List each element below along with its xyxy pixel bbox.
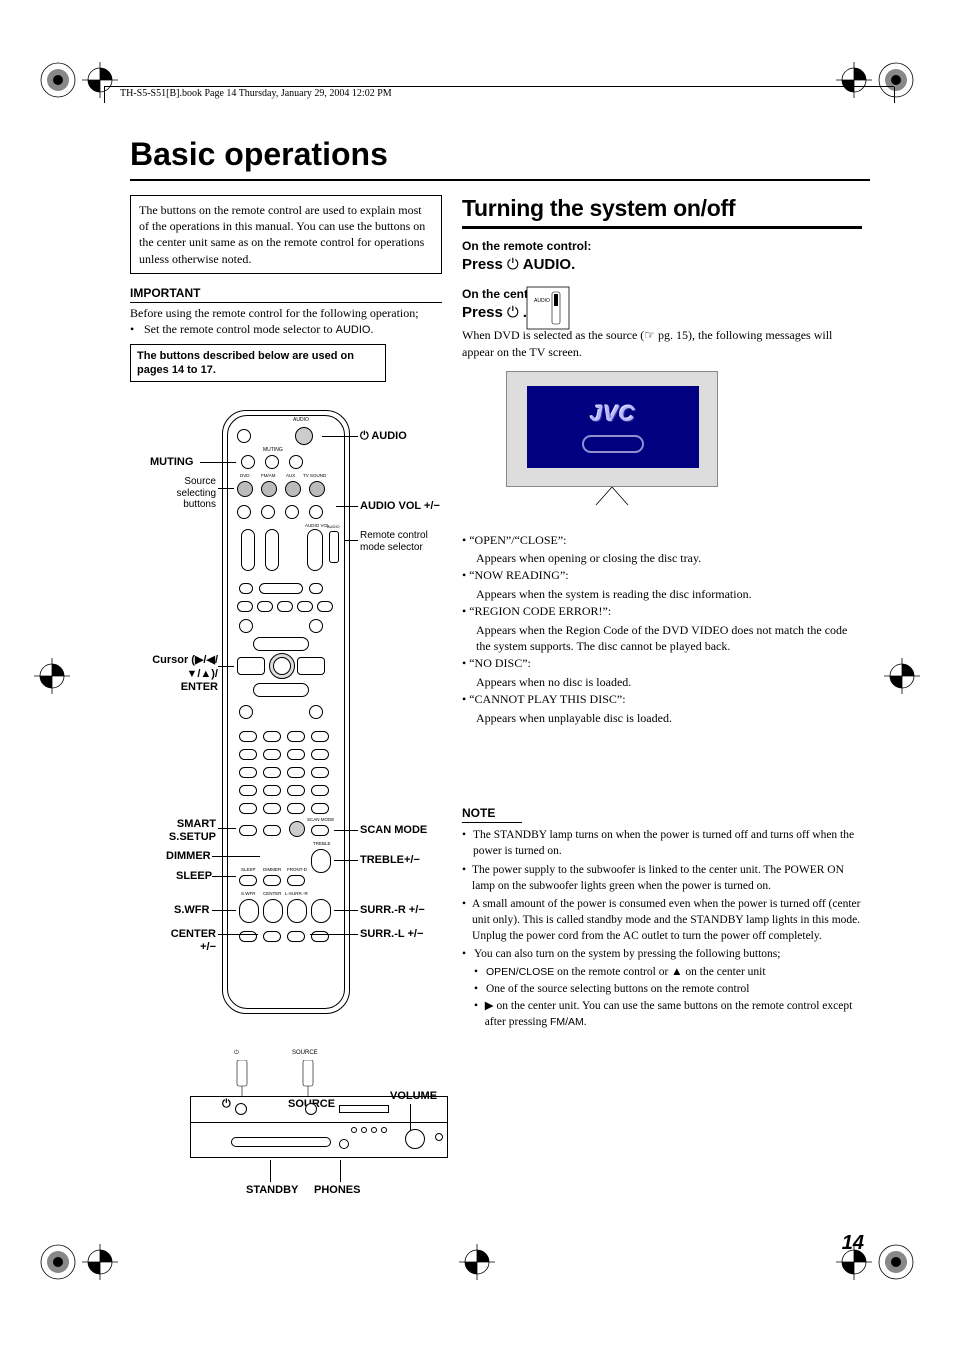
- label-unit-standby: STANDBY: [246, 1184, 298, 1197]
- mode-selector-icon: AUDIO: [526, 286, 570, 330]
- crosshair-bl: [80, 1242, 120, 1282]
- dvd-text: When DVD is selected as the source (☞ pg…: [462, 327, 862, 361]
- important-bullet: • Set the remote control mode selector t…: [130, 321, 442, 338]
- press-power: Press ⏻ .: [462, 304, 862, 321]
- label-swfr: S.WFR: [174, 904, 209, 917]
- message-list: • “OPEN”/“CLOSE”: Appears when opening o…: [462, 532, 862, 727]
- jvc-logo: JVC: [590, 401, 636, 427]
- important-line1: Before using the remote control for the …: [130, 305, 442, 321]
- page-title: Basic operations: [130, 136, 870, 181]
- center-unit-diagram: ⏻ SOURCE ⏻ SOURCE VOLUME: [130, 1060, 442, 1240]
- label-power-audio: ⏻ AUDIO: [360, 430, 407, 443]
- svg-text:AUDIO: AUDIO: [534, 298, 550, 304]
- important-box: The buttons described below are used on …: [130, 344, 386, 383]
- note-heading: NOTE: [462, 806, 522, 823]
- on-remote-label: On the remote control:: [462, 239, 862, 253]
- label-sleep: SLEEP: [176, 870, 212, 883]
- label-audio-vol: AUDIO VOL +/−: [360, 500, 440, 513]
- remote-diagram: AUDIO MUTING DVD FM/AM AUX TV SOUND: [130, 410, 442, 1050]
- note-list: •The STANDBY lamp turns on when the powe…: [462, 827, 862, 1030]
- important-heading: IMPORTANT: [130, 286, 442, 303]
- label-muting: MUTING: [150, 456, 193, 469]
- crosshair-left: [32, 656, 72, 696]
- center-unit-body: [190, 1096, 448, 1158]
- remote-body: AUDIO MUTING DVD FM/AM AUX TV SOUND: [222, 410, 350, 1014]
- label-smart: SMART S.SETUP: [158, 818, 216, 843]
- section-title: Turning the system on/off: [462, 195, 862, 229]
- power-icon-2: ⏻: [507, 304, 519, 321]
- page-number: 14: [842, 1232, 864, 1255]
- crosshair-bottom-center: [457, 1242, 497, 1282]
- label-unit-phones: PHONES: [314, 1184, 360, 1197]
- label-rc-mode: Remote control mode selector: [360, 530, 450, 553]
- label-dimmer: DIMMER: [166, 850, 211, 863]
- label-source: Source selecting buttons: [160, 476, 216, 511]
- press-audio: Press ⏻ AUDIO.: [462, 256, 862, 273]
- tv-screen: JVC: [506, 371, 718, 487]
- label-scan-mode: SCAN MODE: [360, 824, 427, 837]
- audio-word: AUDIO: [336, 324, 371, 336]
- disc-slot-icon: [582, 435, 644, 453]
- on-center-label: On the center unit:: [462, 287, 862, 301]
- power-icon: ⏻: [507, 256, 519, 273]
- right-column: Turning the system on/off On the remote …: [462, 195, 862, 1240]
- intro-box: The buttons on the remote control are us…: [130, 195, 442, 274]
- page-ref-icon: ☞: [644, 328, 655, 342]
- label-surr-l: SURR.-L +/−: [360, 928, 423, 941]
- important-text: Before using the remote control for the …: [130, 305, 442, 338]
- label-cursor: Cursor (▶/◀/▼/▲)/ ENTER: [150, 654, 218, 694]
- tv-pointer: [592, 487, 632, 507]
- left-column: The buttons on the remote control are us…: [130, 195, 442, 1240]
- crosshair-right: [882, 656, 922, 696]
- label-center: CENTER +/−: [160, 928, 216, 953]
- page-content: Basic operations The buttons on the remo…: [130, 86, 870, 1240]
- label-surr-r: SURR.-R +/−: [360, 904, 425, 917]
- label-treble: TREBLE+/−: [360, 854, 420, 867]
